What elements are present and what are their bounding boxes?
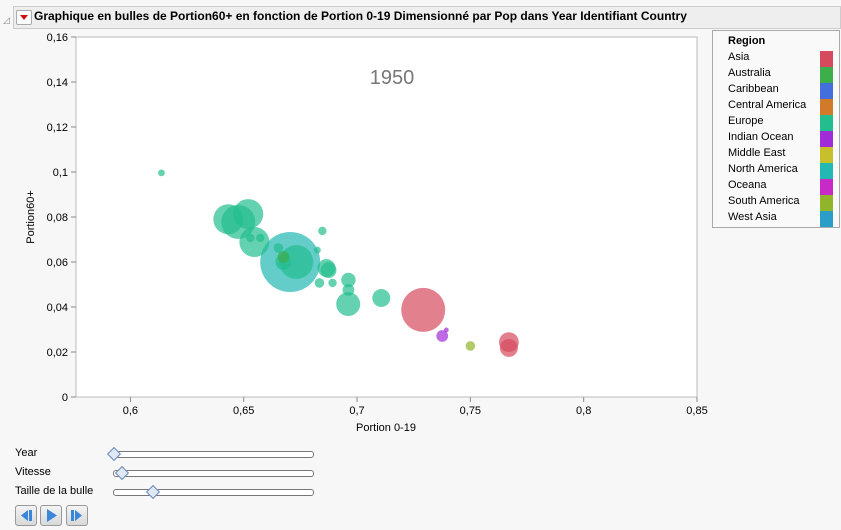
year-slider-thumb[interactable] xyxy=(106,446,122,462)
y-tick-label: 0,16 xyxy=(47,32,68,44)
x-tick-label: 0,7 xyxy=(349,405,364,417)
legend-item[interactable]: Oceana xyxy=(728,179,833,195)
speed-slider-thumb[interactable] xyxy=(114,465,129,481)
bubble-europe xyxy=(328,278,337,288)
speed-slider[interactable] xyxy=(113,470,314,477)
y-tick-label: 0 xyxy=(62,392,68,404)
legend-item[interactable]: South America xyxy=(728,195,833,211)
legend-label: Middle East xyxy=(728,147,786,159)
bubble-europe xyxy=(233,199,264,230)
legend-swatch xyxy=(820,211,833,227)
bubble-europe xyxy=(342,284,355,296)
bubble-asia xyxy=(401,287,446,332)
legend-label: Indian Ocean xyxy=(728,131,794,143)
plot-area xyxy=(75,36,698,398)
bubble-europe xyxy=(318,226,327,236)
bubble-europe xyxy=(314,278,325,288)
legend-item[interactable]: Australia xyxy=(728,67,833,83)
legend-item[interactable]: Europe xyxy=(728,115,833,131)
legend-label: North America xyxy=(728,163,798,175)
x-axis-label: Portion 0-19 xyxy=(356,422,416,434)
legend-item[interactable]: Asia xyxy=(728,51,833,67)
legend-item[interactable]: Indian Ocean xyxy=(728,131,833,147)
legend-item[interactable]: West Asia xyxy=(728,211,833,227)
y-tick-label: 0,12 xyxy=(47,122,68,134)
red-triangle-menu-button[interactable] xyxy=(16,10,32,25)
play-icon xyxy=(47,509,57,522)
bubble-europe xyxy=(341,272,356,288)
step-forward-button[interactable] xyxy=(66,505,88,526)
legend-swatch xyxy=(820,131,833,147)
legend-label: Europe xyxy=(728,115,764,127)
legend-swatch xyxy=(820,115,833,131)
x-tick-label: 0,6 xyxy=(123,405,138,417)
legend-swatch xyxy=(820,51,833,67)
bubble-indian-ocean xyxy=(443,327,449,333)
y-tick-label: 0,02 xyxy=(47,347,68,359)
y-tick-label: 0,1 xyxy=(53,167,68,179)
bubble-plot: 1950 0,6 0,65 0,7 0,75 0,8 0,85 0 0,02 0,04 0,06 0,… xyxy=(25,32,708,434)
title-bar: ◿ Graphique en bulles de Portion60+ en f… xyxy=(0,6,841,29)
legend-swatch xyxy=(820,99,833,115)
legend-label: Oceana xyxy=(728,179,767,191)
bubble-indian-ocean xyxy=(436,330,449,342)
year-annotation: 1950 xyxy=(370,67,415,89)
legend-item[interactable]: Central America xyxy=(728,99,833,115)
legend-swatch xyxy=(820,147,833,163)
legend-label: West Asia xyxy=(728,211,777,223)
year-slider[interactable] xyxy=(111,451,314,458)
legend-label: Asia xyxy=(728,51,750,63)
legend: Region Asia Australia Caribbean Central Ame… xyxy=(712,30,840,228)
bubble-europe xyxy=(313,246,321,254)
step-back-button[interactable] xyxy=(15,505,37,526)
legend-swatch xyxy=(820,163,833,179)
bubble-europe xyxy=(336,292,361,317)
x-tick-label: 0,75 xyxy=(460,405,481,417)
chart-title: Graphique en bulles de Portion60+ en fon… xyxy=(34,9,687,23)
disclosure-triangle-icon[interactable]: ◿ xyxy=(3,15,10,25)
step-forward-icon xyxy=(71,510,82,521)
legend-title: Region xyxy=(728,35,766,47)
bubble-europe xyxy=(273,243,284,253)
bubble-europe xyxy=(256,233,265,243)
legend-swatch xyxy=(820,195,833,211)
bubble-south-america xyxy=(465,341,476,351)
legend-label: Caribbean xyxy=(728,83,779,95)
legend-item[interactable]: North America xyxy=(728,163,833,179)
bubble-europe xyxy=(239,226,270,257)
bubble-asia xyxy=(499,338,518,357)
bubble-europe xyxy=(158,169,165,177)
play-button[interactable] xyxy=(40,505,62,526)
legend-label: South America xyxy=(728,195,800,207)
bubble-size-slider-thumb[interactable] xyxy=(146,484,161,500)
bubble-europe xyxy=(246,233,255,243)
legend-swatch xyxy=(820,179,833,195)
bubble-australia xyxy=(277,251,290,263)
legend-swatch xyxy=(820,67,833,83)
y-tick-label: 0,14 xyxy=(47,77,68,89)
year-label: Year xyxy=(15,447,38,459)
x-tick-label: 0,85 xyxy=(686,405,707,417)
y-axis-label: Portion60+ xyxy=(25,190,37,244)
bubble-europe xyxy=(320,262,337,279)
x-tick-label: 0,65 xyxy=(233,405,254,417)
speed-label: Vitesse xyxy=(15,466,51,478)
y-tick-label: 0,04 xyxy=(47,302,68,314)
legend-item[interactable]: Caribbean xyxy=(728,83,833,99)
legend-item[interactable]: Middle East xyxy=(728,147,833,163)
legend-label: Australia xyxy=(728,67,771,79)
y-tick-label: 0,06 xyxy=(47,257,68,269)
bubble-europe xyxy=(372,289,391,307)
x-tick-label: 0,8 xyxy=(576,405,591,417)
y-tick-label: 0,08 xyxy=(47,212,68,224)
legend-label: Central America xyxy=(728,99,807,111)
legend-swatch xyxy=(820,83,833,99)
bubble-size-label: Taille de la bulle xyxy=(15,485,94,497)
step-back-icon xyxy=(21,510,32,521)
bubble-size-slider[interactable] xyxy=(113,489,314,496)
